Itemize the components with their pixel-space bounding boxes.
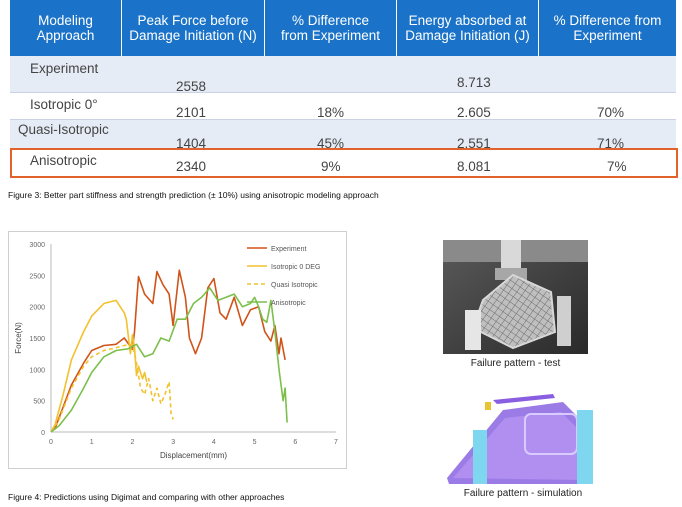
x-tick-label: 4 xyxy=(212,439,216,446)
failure-test-photo xyxy=(443,240,588,354)
header-fdiff-line2: from Experiment xyxy=(280,28,381,43)
header-ediff-line2: Experiment xyxy=(573,28,642,43)
highlight-box-anisotropic xyxy=(10,148,678,178)
x-tick-label: 5 xyxy=(253,439,257,446)
series-line-isotropic-0-deg xyxy=(50,299,148,433)
cell-energy-isotropic: 2.605 xyxy=(457,105,491,120)
cell-fdiff-isotropic: 18% xyxy=(317,105,345,120)
y-tick-label: 3000 xyxy=(29,242,45,249)
header-peak-force: Peak Force before Damage Initiation (N) xyxy=(122,0,264,56)
x-tick-label: 2 xyxy=(130,439,134,446)
legend-label: Anisotropic xyxy=(271,300,306,307)
row-divider xyxy=(10,119,676,120)
y-tick-label: 1500 xyxy=(29,336,45,343)
legend-label: Isotropic 0 DEG xyxy=(271,264,320,271)
header-energy-line2: Damage Initiation (J) xyxy=(405,28,530,43)
header-approach-line1: Modeling xyxy=(38,13,93,28)
cell-energy-experiment: 8.713 xyxy=(457,75,491,90)
y-axis-label: Force(N) xyxy=(14,322,23,354)
series-line-experiment xyxy=(50,269,286,433)
x-tick-label: 7 xyxy=(334,439,338,446)
cell-fdiff-quasi: 45% xyxy=(317,136,345,151)
series-line-anisotropic xyxy=(50,287,288,433)
legend-label: Quasi Isotropic xyxy=(271,282,318,289)
y-tick-label: 1000 xyxy=(29,367,45,374)
y-tick-label: 2500 xyxy=(29,273,45,280)
header-energy: Energy absorbed at Damage Initiation (J) xyxy=(397,0,538,56)
row-band-experiment xyxy=(10,56,676,92)
figure3-caption: Figure 3: Better part stiffness and stre… xyxy=(8,190,379,200)
header-energy-line1: Energy absorbed at xyxy=(408,13,527,28)
x-axis-label: Displacement(mm) xyxy=(160,451,227,460)
header-force-diff: % Difference from Experiment xyxy=(265,0,396,56)
cell-approach-experiment: Experiment xyxy=(30,61,99,76)
header-fdiff-line1: % Difference xyxy=(291,13,370,28)
header-energy-diff: % Difference from Experiment xyxy=(539,0,676,56)
cell-ediff-quasi: 71% xyxy=(597,136,625,151)
cell-peak-isotropic: 2101 xyxy=(176,105,207,120)
cell-ediff-anisotropic: 7% xyxy=(607,159,627,174)
failure-simulation-photo xyxy=(443,392,603,484)
header-approach: Modeling Approach xyxy=(10,0,121,56)
header-approach-line2: Approach xyxy=(36,28,95,43)
chart-svg: 0 500 1000 1500 2000 2500 3000 0 1 2 3 4 5 6 7 Displace… xyxy=(14,242,338,460)
cell-ediff-isotropic: 70% xyxy=(597,105,625,120)
cell-approach-quasi: Quasi-Isotropic xyxy=(18,122,109,137)
failure-test-label: Failure pattern - test xyxy=(470,358,561,369)
header-peak-line2: Damage Initiation (N) xyxy=(129,28,257,43)
failure-simulation-label: Failure pattern - simulation xyxy=(463,488,583,499)
cell-approach-isotropic: Isotropic 0° xyxy=(30,97,98,112)
cell-approach-anisotropic: Anisotropic xyxy=(30,153,97,168)
cell-energy-quasi: 2.551 xyxy=(457,136,491,151)
series-line-quasi-isotropic xyxy=(50,343,174,433)
cell-peak-anisotropic: 2340 xyxy=(176,159,207,174)
legend-label: Experiment xyxy=(271,246,306,253)
figure4-caption: Figure 4: Predictions using Digimat and … xyxy=(8,492,285,502)
y-tick-label: 2000 xyxy=(29,305,45,312)
cell-energy-anisotropic: 8.081 xyxy=(457,159,491,174)
row-divider xyxy=(10,92,676,93)
failure-simulation-image xyxy=(447,394,593,484)
y-tick-label: 0 xyxy=(41,430,45,437)
cell-peak-quasi: 1404 xyxy=(176,136,207,151)
x-tick-label: 3 xyxy=(171,439,175,446)
force-displacement-chart: 0 500 1000 1500 2000 2500 3000 0 1 2 3 4 5 6 7 Displace… xyxy=(8,231,347,469)
x-tick-label: 1 xyxy=(90,439,94,446)
cell-fdiff-anisotropic: 9% xyxy=(321,159,341,174)
row-band-quasi xyxy=(10,119,676,148)
failure-test-image xyxy=(443,240,588,354)
x-tick-label: 0 xyxy=(49,439,53,446)
cell-peak-experiment: 2558 xyxy=(176,79,207,94)
header-ediff-line1: % Difference from xyxy=(553,13,662,28)
x-tick-label: 6 xyxy=(293,439,297,446)
y-tick-label: 500 xyxy=(33,399,45,406)
header-peak-line1: Peak Force before xyxy=(137,13,249,28)
